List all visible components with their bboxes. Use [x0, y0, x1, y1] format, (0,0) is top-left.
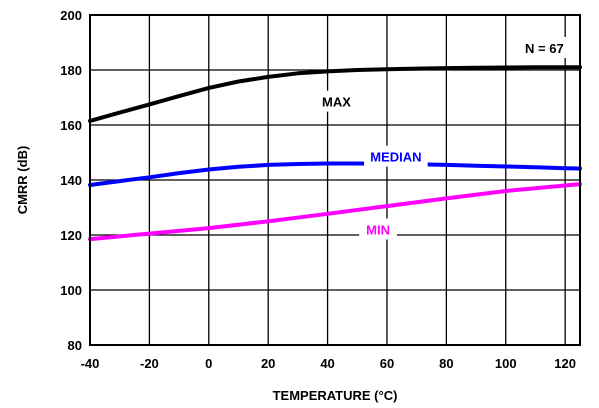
y-tick-label: 120	[60, 228, 82, 243]
x-tick-label: 80	[439, 356, 453, 371]
grid-lines	[89, 14, 580, 346]
x-tick-label: 40	[320, 356, 334, 371]
x-tick-label: -40	[81, 356, 100, 371]
annotation-background	[512, 37, 577, 58]
annotation-background	[359, 218, 397, 240]
x-tick-label: -20	[140, 356, 159, 371]
series-lines	[88, 65, 582, 242]
annotation-label: MEDIAN	[370, 150, 421, 165]
series-line-median	[88, 161, 582, 187]
annotation-background	[317, 90, 356, 112]
y-tick-label: 80	[68, 338, 82, 353]
y-tick-label: 200	[60, 8, 82, 23]
plot-frame	[89, 14, 581, 346]
y-tick-label: 180	[60, 63, 82, 78]
x-tick-label: 20	[261, 356, 275, 371]
y-tick-label: 100	[60, 283, 82, 298]
y-tick-labels: 80 100 120 140 160 180 200	[60, 8, 82, 353]
annotation-label: MIN	[366, 223, 390, 238]
annotation-label: N = 67	[525, 41, 564, 56]
x-tick-label: 60	[380, 356, 394, 371]
y-tick-label: 140	[60, 173, 82, 188]
series-line-min	[88, 182, 582, 242]
annotation-background	[364, 145, 428, 167]
x-tick-label: 100	[495, 356, 517, 371]
x-tick-labels: -40 -20 0 20 40 60 80 100 120	[81, 356, 576, 371]
y-axis-title: CMRR (dB)	[15, 146, 30, 215]
x-tick-label: 0	[205, 356, 212, 371]
series-line-max	[88, 65, 582, 123]
annotation-label: MAX	[322, 95, 351, 110]
annotations: N = 67 MAX MEDIAN MIN	[317, 37, 577, 240]
x-axis-title: TEMPERATURE (°C)	[273, 388, 398, 403]
x-tick-label: 120	[554, 356, 576, 371]
y-tick-label: 160	[60, 118, 82, 133]
